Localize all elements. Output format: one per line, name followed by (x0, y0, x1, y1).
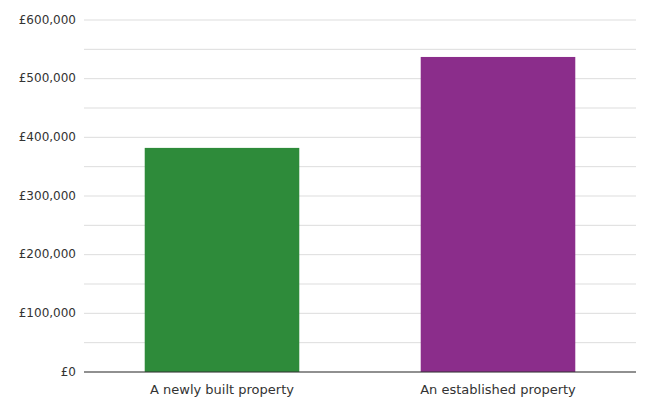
y-tick-label: £100,000 (19, 306, 76, 320)
bar (145, 148, 300, 372)
y-tick-label: £300,000 (19, 189, 76, 203)
bar (421, 57, 576, 372)
y-tick-label: £500,000 (19, 71, 76, 85)
x-tick-label: A newly built property (150, 382, 294, 397)
chart: £0 £100,000 £200,000 £300,000 £400,000 £500,0… (0, 0, 660, 420)
y-tick-label: £600,000 (19, 13, 76, 27)
grid-line (84, 372, 636, 373)
grid-line (84, 20, 636, 21)
x-axis: A newly built property An established pro… (150, 382, 576, 397)
bars (145, 57, 576, 372)
x-axis-line (84, 372, 636, 373)
y-tick-label: £0 (61, 365, 76, 379)
y-tick-label: £400,000 (19, 130, 76, 144)
y-tick-label: £200,000 (19, 247, 76, 261)
x-tick-label: An established property (420, 382, 576, 397)
grid-line (84, 49, 636, 50)
y-axis: £0 £100,000 £200,000 £300,000 £400,000 £500,0… (19, 13, 636, 379)
